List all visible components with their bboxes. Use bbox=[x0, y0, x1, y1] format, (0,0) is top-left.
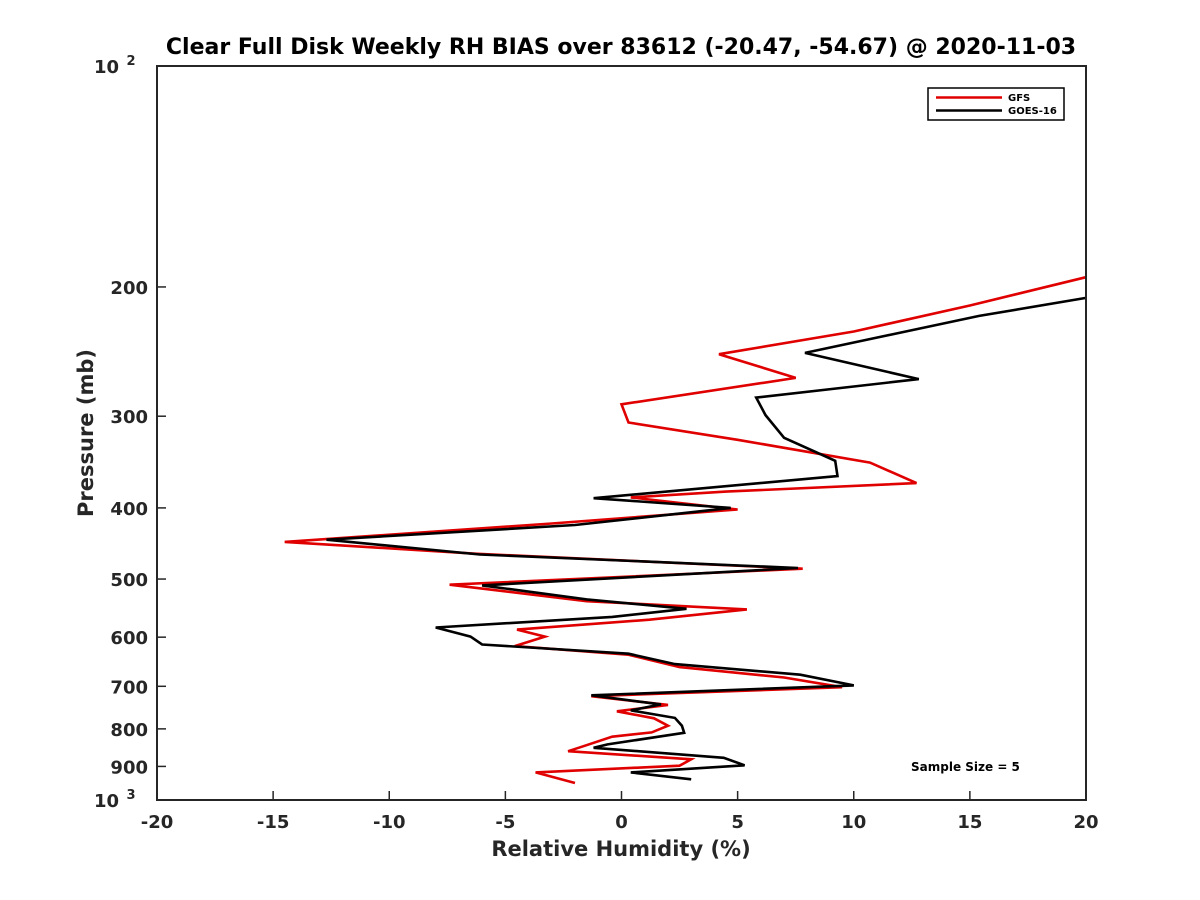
y-tick-label: 900 bbox=[110, 757, 148, 778]
y-tick-label: 200 bbox=[110, 278, 148, 299]
series-line-gfs bbox=[284, 275, 1087, 785]
y-tick-label: 10 bbox=[94, 791, 119, 812]
y-tick-label: 800 bbox=[110, 720, 148, 741]
x-tick-label: 20 bbox=[1073, 812, 1098, 833]
x-tick-label: 10 bbox=[841, 812, 866, 833]
y-tick-label: 300 bbox=[110, 407, 148, 428]
x-tick-label: 0 bbox=[615, 812, 628, 833]
y-axis-label: Pressure (mb) bbox=[74, 349, 98, 517]
y-tick-label: 400 bbox=[110, 499, 148, 520]
legend-label-gfs: GFS bbox=[1008, 93, 1030, 104]
y-tick-label: 600 bbox=[110, 628, 148, 649]
series-line-goes16 bbox=[326, 296, 1087, 781]
x-axis-ticks: -20 -15 -10 -5 0 5 10 15 20 bbox=[141, 791, 1099, 833]
legend: GFS GOES-16 bbox=[927, 87, 1065, 121]
sample-size-annotation: Sample Size = 5 bbox=[911, 760, 1020, 774]
y-tick-label-exponent: 2 bbox=[126, 54, 135, 69]
x-tick-label: -20 bbox=[141, 812, 174, 833]
y-axis-ticks: 10 2 200 300 400 500 600 700 800 900 10 3 bbox=[94, 54, 166, 812]
series-layer bbox=[284, 275, 1087, 785]
x-tick-label: -10 bbox=[373, 812, 406, 833]
y-tick-label: 10 bbox=[94, 57, 119, 78]
y-tick-label: 700 bbox=[110, 677, 148, 698]
x-tick-label: 15 bbox=[957, 812, 982, 833]
y-tick-label-exponent: 3 bbox=[126, 788, 135, 803]
y-tick-label: 500 bbox=[110, 570, 148, 591]
x-tick-label: -5 bbox=[495, 812, 515, 833]
legend-label-goes16: GOES-16 bbox=[1008, 106, 1057, 117]
legend-box bbox=[927, 87, 1065, 121]
x-axis-label: Relative Humidity (%) bbox=[491, 837, 750, 861]
x-tick-label: 5 bbox=[731, 812, 744, 833]
x-tick-label: -15 bbox=[257, 812, 290, 833]
chart-title: Clear Full Disk Weekly RH BIAS over 8361… bbox=[166, 35, 1076, 60]
